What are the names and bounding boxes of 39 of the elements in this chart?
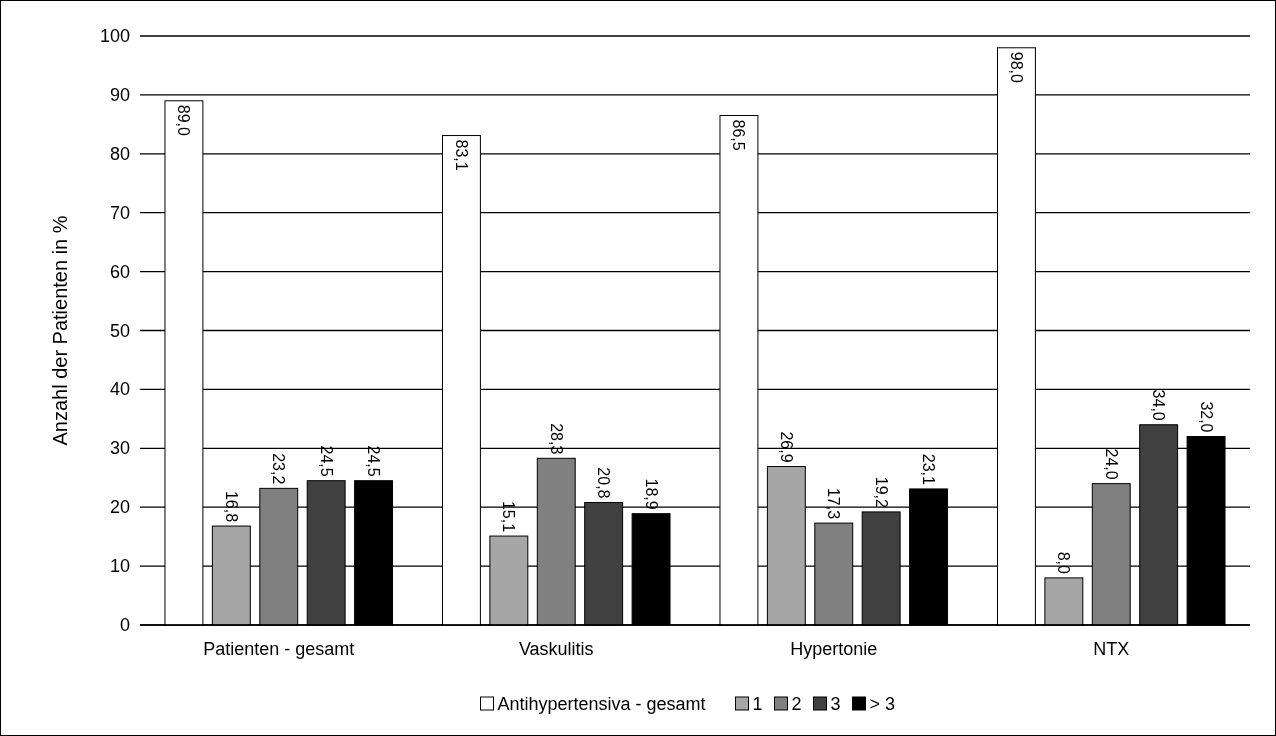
data-label: 98,0 xyxy=(1007,51,1025,84)
legend-label: 1 xyxy=(752,694,763,714)
data-label: 89,0 xyxy=(175,104,193,137)
data-label: 15,1 xyxy=(500,500,518,533)
data-label: 32,0 xyxy=(1197,401,1215,433)
y-tick-label: 100 xyxy=(99,26,130,46)
y-axis-title: Anzahl der Patienten in % xyxy=(49,215,71,446)
x-tick-label: NTX xyxy=(1093,639,1130,659)
data-label: 16,8 xyxy=(222,490,240,523)
data-label: 34,0 xyxy=(1150,389,1168,421)
data-label: 28,3 xyxy=(547,423,565,455)
data-label: 17,3 xyxy=(825,487,843,520)
data-label: 23,1 xyxy=(920,453,938,486)
data-label: 24,0 xyxy=(1102,448,1120,480)
y-tick-label: 30 xyxy=(109,438,130,459)
x-tick-label: Hypertonie xyxy=(790,639,878,659)
y-tick-label: 0 xyxy=(119,615,130,635)
legend-label: > 3 xyxy=(869,694,896,714)
y-tick-label: 50 xyxy=(109,320,130,341)
y-tick-label: 70 xyxy=(109,202,130,223)
data-label: 26,9 xyxy=(777,431,795,463)
data-label: 20,8 xyxy=(595,467,613,499)
data-label: 19,2 xyxy=(872,476,890,509)
data-label: 8,0 xyxy=(1055,551,1073,574)
y-tick-label: 90 xyxy=(109,84,130,105)
x-tick-label: Patienten - gesamt xyxy=(203,639,355,659)
y-tick-label: 80 xyxy=(109,143,130,164)
y-tick-label: 60 xyxy=(109,261,130,282)
data-label: 23,2 xyxy=(270,453,288,485)
x-tick-label: Vaskulitis xyxy=(518,639,594,659)
data-label: 83,1 xyxy=(452,139,470,171)
legend-label: 2 xyxy=(791,694,802,714)
y-tick-label: 10 xyxy=(109,556,130,577)
legend-label: 3 xyxy=(830,694,841,714)
y-tick-label: 40 xyxy=(109,379,130,400)
data-label: 18,9 xyxy=(642,478,660,510)
y-tick-label: 20 xyxy=(109,497,130,518)
legend-label: Antihypertensiva - gesamt xyxy=(497,694,706,714)
data-label: 86,5 xyxy=(730,119,748,151)
